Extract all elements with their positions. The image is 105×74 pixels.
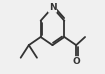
Text: N: N [49, 3, 56, 12]
Text: O: O [72, 57, 80, 66]
